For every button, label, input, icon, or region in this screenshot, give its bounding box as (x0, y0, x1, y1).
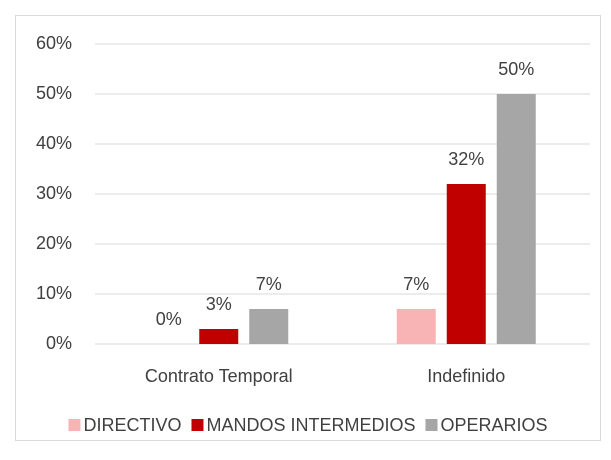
legend-label: MANDOS INTERMEDIOS (206, 415, 415, 435)
bar (396, 309, 436, 344)
data-label: 3% (206, 294, 232, 314)
legend-label: OPERARIOS (441, 415, 548, 435)
y-tick-label: 40% (36, 133, 72, 153)
data-label: 32% (448, 149, 484, 169)
bar (446, 184, 486, 344)
legend-label: DIRECTIVO (83, 415, 181, 435)
bar (249, 309, 289, 344)
data-label: 7% (256, 274, 282, 294)
legend-swatch (68, 419, 81, 431)
legend-swatch (425, 419, 438, 431)
bar (496, 94, 536, 344)
y-tick-label: 20% (36, 233, 72, 253)
y-tick-label: 10% (36, 283, 72, 303)
y-tick-label: 0% (46, 333, 72, 353)
x-tick-label: Indefinido (427, 366, 505, 386)
y-tick-label: 30% (36, 183, 72, 203)
y-tick-label: 60% (36, 33, 72, 53)
legend-swatch (191, 419, 204, 431)
bar (199, 329, 239, 344)
x-tick-label: Contrato Temporal (145, 366, 293, 386)
y-tick-label: 50% (36, 83, 72, 103)
data-label: 50% (498, 59, 534, 79)
data-label: 7% (403, 274, 429, 294)
data-label: 0% (156, 309, 182, 329)
